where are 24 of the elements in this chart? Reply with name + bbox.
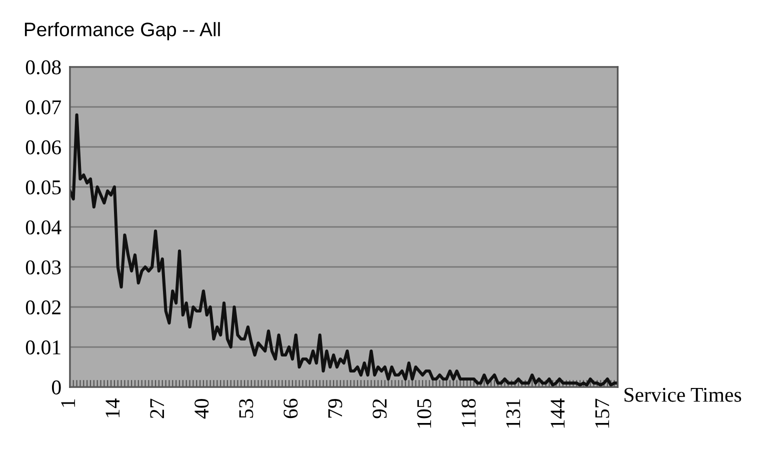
y-tick-label: 0.06 <box>26 140 61 154</box>
x-tick-label: 40 <box>194 398 209 419</box>
x-tick-label: 144 <box>550 398 565 428</box>
y-tick-label: 0.07 <box>26 100 61 114</box>
x-tick-label: 53 <box>239 398 254 418</box>
x-tick-label: 1 <box>61 399 75 407</box>
y-tick-label: 0.08 <box>26 60 61 74</box>
x-tick-label: 66 <box>284 398 298 418</box>
y-tick-label: 0.03 <box>26 260 61 275</box>
x-tick-label: 157 <box>595 398 610 428</box>
x-tick-label: 79 <box>328 399 342 418</box>
chart-title: Performance Gap -- All <box>24 22 220 40</box>
y-tick-label: 0.01 <box>26 340 60 355</box>
y-tick-label: 0.02 <box>26 300 60 315</box>
x-tick-label: 14 <box>106 398 120 418</box>
y-tick-label: 0.04 <box>26 220 62 234</box>
y-tick-label: 0 <box>52 380 61 394</box>
x-tick-label: 92 <box>372 399 387 418</box>
x-tick-label: 118 <box>462 398 476 427</box>
x-tick-label: 27 <box>150 398 164 418</box>
x-tick-label: 105 <box>417 398 432 428</box>
x-axis-title: Service Times <box>624 388 742 402</box>
y-tick-label: 0.05 <box>26 180 61 194</box>
x-tick-label: 131 <box>506 399 520 428</box>
